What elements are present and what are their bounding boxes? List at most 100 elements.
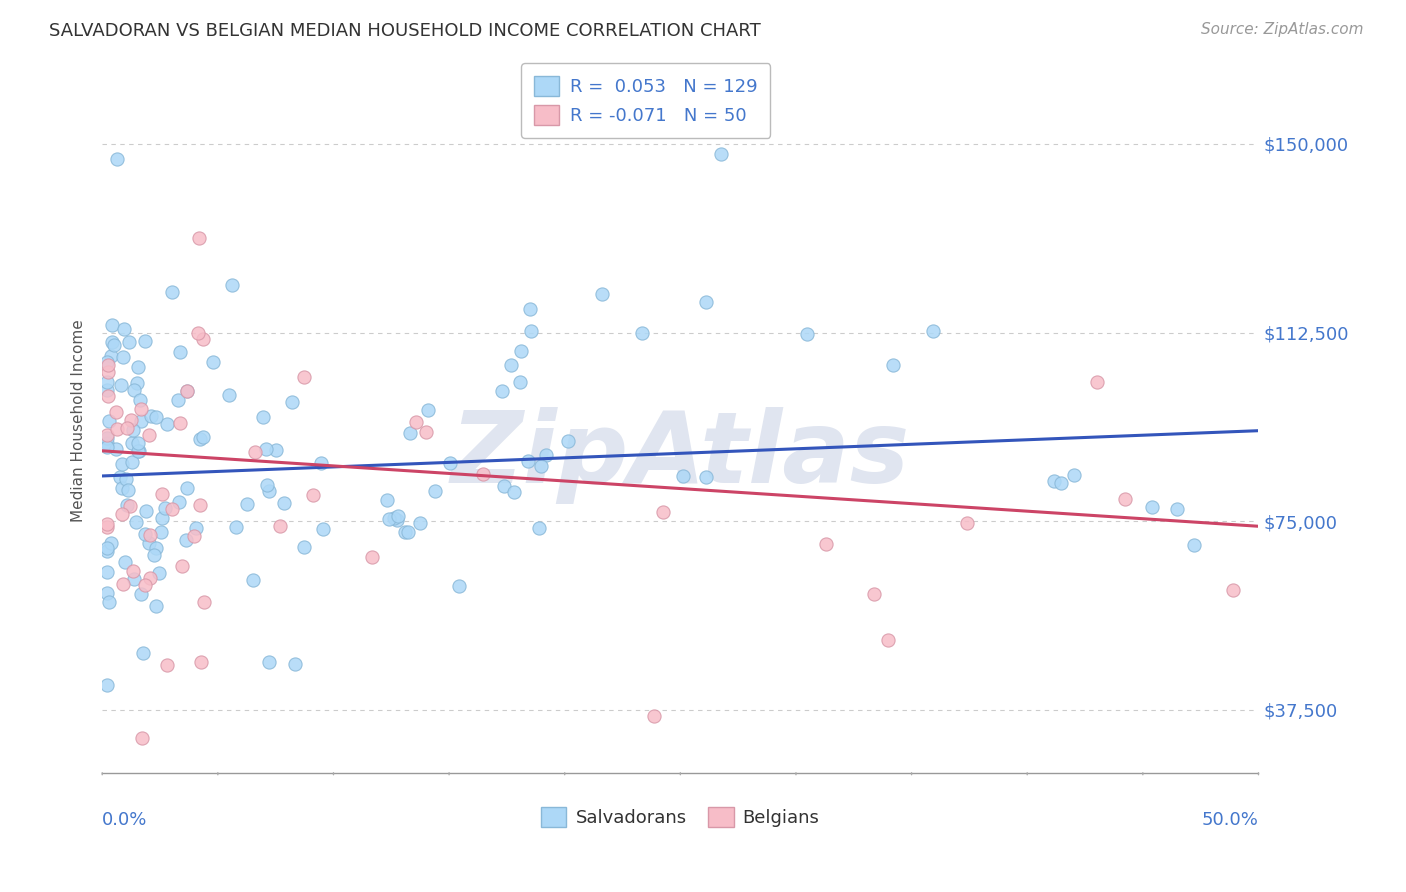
Point (101, 318, 124, 333)
Point (98, 595, 121, 609)
Point (156, 658, 179, 673)
Point (96, 440, 118, 454)
Point (103, 337, 125, 351)
Point (273, 496, 295, 510)
Point (149, 525, 172, 540)
Point (127, 359, 149, 374)
Point (96, 544, 118, 558)
Point (112, 322, 135, 336)
Point (519, 302, 541, 317)
Point (160, 502, 183, 516)
Text: 50.0%: 50.0% (1202, 812, 1258, 830)
Point (110, 458, 132, 472)
Point (167, 495, 190, 509)
Point (96, 427, 118, 442)
Point (96, 383, 118, 397)
Point (591, 287, 613, 301)
Point (150, 511, 173, 525)
Point (134, 527, 156, 541)
Point (97, 365, 120, 379)
Point (127, 444, 149, 458)
Point (193, 595, 215, 609)
Point (141, 409, 163, 423)
Point (97, 388, 120, 402)
Point (114, 555, 136, 569)
Point (96, 541, 118, 556)
Point (502, 485, 524, 500)
Point (111, 351, 134, 365)
Point (361, 549, 384, 564)
Point (108, 470, 131, 484)
Point (201, 355, 224, 369)
Point (257, 655, 280, 669)
Text: SALVADORAN VS BELGIAN MEDIAN HOUSEHOLD INCOME CORRELATION CHART: SALVADORAN VS BELGIAN MEDIAN HOUSEHOLD I… (49, 22, 761, 40)
Point (162, 285, 184, 299)
Point (1050, 476, 1073, 491)
Point (122, 572, 145, 586)
Point (115, 498, 138, 512)
Point (1114, 492, 1136, 507)
Point (167, 393, 190, 408)
Text: 0.0%: 0.0% (103, 812, 148, 830)
Point (281, 395, 304, 409)
Point (150, 487, 173, 501)
Point (143, 548, 166, 562)
Point (236, 497, 259, 511)
Point (139, 571, 162, 585)
Point (499, 358, 522, 372)
Point (145, 541, 167, 555)
Point (176, 481, 198, 495)
Point (643, 708, 665, 723)
Point (132, 646, 155, 660)
Point (111, 481, 134, 495)
Point (122, 383, 145, 397)
Point (387, 508, 409, 523)
Point (105, 422, 128, 436)
Point (264, 443, 287, 458)
Point (312, 522, 335, 536)
Point (190, 655, 212, 669)
Point (155, 500, 177, 515)
Point (530, 458, 553, 473)
Point (284, 657, 307, 672)
Legend: Salvadorans, Belgians: Salvadorans, Belgians (534, 800, 827, 834)
Point (121, 455, 143, 469)
Point (509, 376, 531, 390)
Point (218, 388, 240, 402)
Point (129, 401, 152, 416)
Point (96, 565, 118, 579)
Point (378, 512, 401, 526)
Point (96, 517, 118, 532)
Point (491, 384, 513, 399)
Point (796, 327, 818, 342)
Point (134, 334, 156, 348)
Point (117, 420, 139, 434)
Point (254, 442, 277, 457)
Point (118, 500, 141, 514)
Point (176, 384, 198, 398)
Point (183, 528, 205, 542)
Point (100, 349, 122, 363)
Point (252, 410, 274, 425)
Point (145, 599, 167, 613)
Point (387, 513, 409, 527)
Point (956, 516, 979, 530)
Point (145, 409, 167, 424)
Point (101, 334, 124, 349)
Point (104, 442, 127, 456)
Point (382, 510, 405, 524)
Point (188, 498, 211, 512)
Point (98, 414, 121, 428)
Point (1182, 538, 1205, 552)
Point (131, 587, 153, 601)
Point (225, 520, 247, 534)
Point (97, 359, 120, 373)
Point (256, 477, 278, 491)
Point (129, 392, 152, 407)
Point (534, 448, 557, 462)
Point (1085, 376, 1108, 390)
Point (439, 456, 461, 470)
Point (122, 564, 145, 578)
Point (96, 585, 118, 599)
Text: Source: ZipAtlas.com: Source: ZipAtlas.com (1201, 22, 1364, 37)
